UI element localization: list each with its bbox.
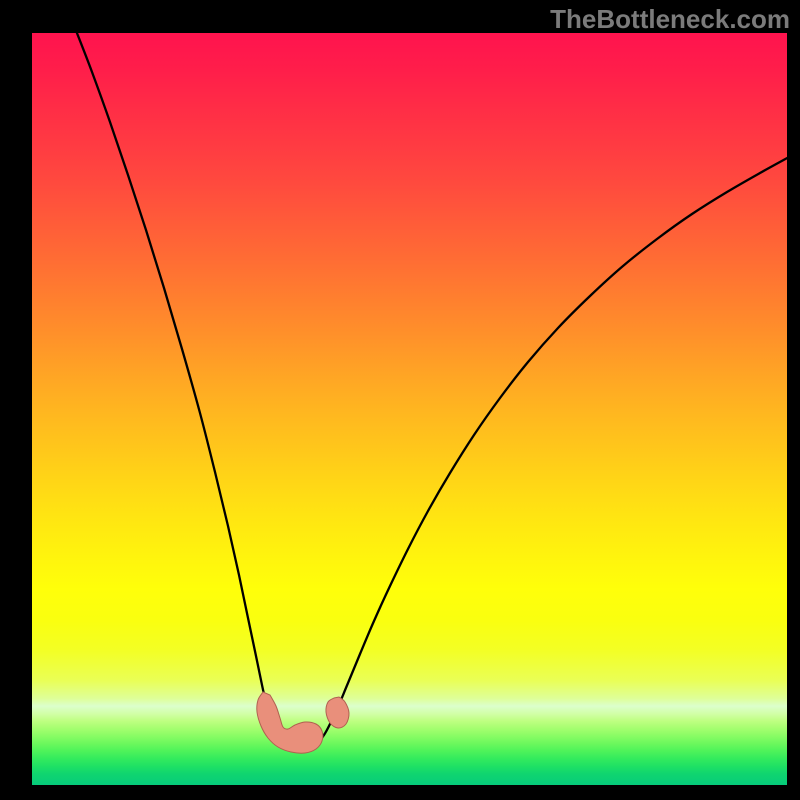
watermark-text: TheBottleneck.com — [550, 4, 790, 35]
chart-gradient-background — [32, 33, 787, 785]
